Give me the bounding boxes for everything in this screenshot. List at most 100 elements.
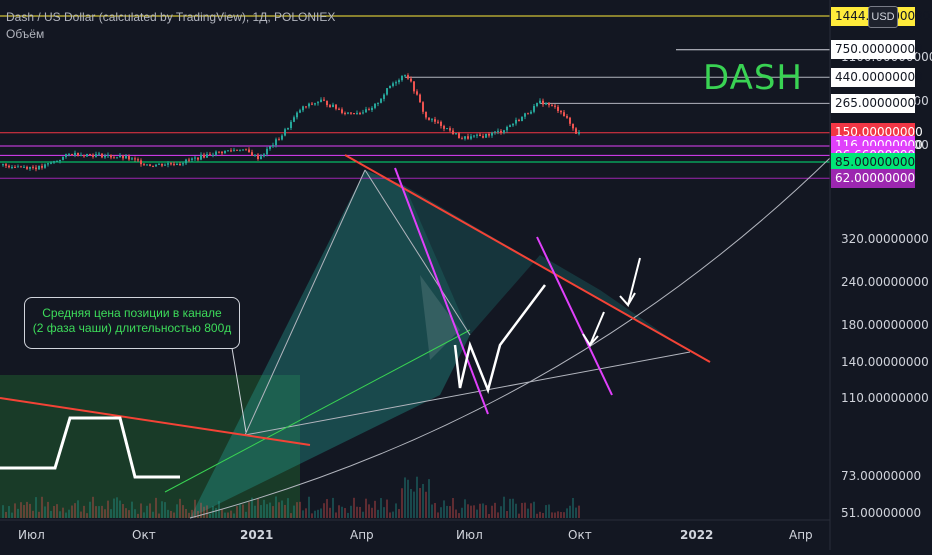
candle-body-86: [260, 156, 262, 160]
volume-bar-22: [68, 509, 70, 518]
volume-bar-109: [329, 507, 331, 518]
candle-body-160: [482, 136, 484, 138]
candle-body-75: [227, 150, 229, 152]
volume-bar-36: [110, 509, 112, 518]
volume-bar-34: [104, 509, 106, 518]
candle-body-145: [437, 121, 439, 123]
candle-body-18: [56, 160, 58, 162]
volume-bar-93: [281, 500, 283, 518]
volume-bar-32: [98, 506, 100, 518]
candle-body-128: [386, 88, 388, 95]
volume-bar-177: [533, 501, 535, 518]
candle-body-38: [116, 157, 118, 159]
volume-bar-120: [362, 511, 364, 518]
volume-bar-33: [101, 505, 103, 518]
volume-bar-90: [272, 506, 274, 518]
trendline-left: [0, 397, 311, 446]
candle-body-12: [38, 165, 40, 170]
candle-body-171: [515, 119, 517, 124]
candle-body-158: [476, 134, 478, 136]
candle-body-39: [119, 155, 121, 158]
candle-body-161: [485, 133, 487, 138]
x-tick-label: Апр: [789, 528, 813, 542]
candle-body-123: [371, 107, 373, 111]
volume-bar-88: [266, 504, 268, 518]
candle-body-56: [170, 163, 172, 165]
candle-body-91: [275, 139, 277, 146]
volume-bar-123: [371, 507, 373, 518]
volume-bar-57: [173, 512, 175, 518]
candle-body-178: [536, 102, 538, 107]
candle-body-183: [551, 105, 553, 107]
volume-bar-127: [383, 507, 385, 518]
volume-bar-59: [179, 498, 181, 518]
candle-body-52: [158, 163, 160, 165]
currency-badge[interactable]: USD: [868, 6, 898, 28]
volume-bar-9: [29, 503, 31, 518]
volume-bar-185: [557, 511, 559, 518]
candle-body-61: [185, 159, 187, 164]
y-tick-label: 240.00000000: [841, 275, 929, 289]
candle-body-96: [290, 121, 292, 129]
volume-bar-189: [569, 505, 571, 518]
candle-body-106: [320, 99, 322, 103]
candle-body-173: [521, 116, 523, 122]
volume-bar-26: [80, 511, 82, 518]
candle-body-25: [77, 152, 79, 157]
volume-bar-118: [356, 506, 358, 518]
candle-body-153: [461, 138, 463, 140]
channel-line-1: [394, 167, 489, 415]
volume-bar-190: [572, 497, 574, 518]
candle-body-76: [230, 150, 232, 152]
volume-bar-6: [20, 502, 22, 518]
volume-bar-121: [365, 498, 367, 518]
x-tick-label: Июл: [18, 528, 45, 542]
candle-body-127: [383, 94, 385, 99]
channel-line-2: [536, 236, 613, 396]
volume-bar-187: [563, 512, 565, 518]
arrow-2: [582, 311, 605, 348]
candle-body-152: [458, 133, 460, 139]
volume-bar-14: [44, 506, 46, 518]
volume-bar-84: [254, 505, 256, 518]
volume-bar-178: [536, 513, 538, 518]
price-tag: 440.00000000: [831, 67, 923, 87]
candle-body-172: [518, 119, 520, 122]
volume-bar-69: [209, 513, 211, 518]
volume-bar-143: [431, 504, 433, 518]
volume-bar-94: [284, 504, 286, 518]
volume-bar-97: [293, 505, 295, 518]
candle-body-34: [104, 155, 106, 158]
candle-body-166: [500, 130, 502, 133]
candle-body-167: [503, 130, 505, 133]
callout-box[interactable]: Средняя цена позиции в канале (2 фаза ча…: [24, 297, 240, 349]
candle-body-1: [5, 164, 7, 166]
volume-bar-134: [404, 477, 406, 518]
volume-bar-172: [518, 513, 520, 518]
candle-body-42: [128, 155, 130, 160]
price-tag: 85.00000000: [831, 152, 915, 172]
volume-bar-58: [176, 504, 178, 518]
candle-body-31: [95, 154, 97, 157]
candle-body-179: [539, 100, 541, 103]
candle-body-107: [323, 99, 325, 101]
volume-bar-141: [425, 491, 427, 518]
candle-body-180: [542, 100, 544, 105]
volume-bar-158: [476, 509, 478, 518]
volume-bar-124: [374, 500, 376, 518]
candle-body-57: [173, 163, 175, 165]
candle-body-24: [74, 152, 76, 156]
candle-body-130: [392, 83, 394, 86]
volume-bar-147: [443, 500, 445, 518]
volume-bar-51: [155, 497, 157, 518]
candle-body-168: [506, 126, 508, 131]
candle-body-32: [98, 153, 100, 155]
fan-line-2: [164, 329, 471, 493]
volume-bar-43: [131, 501, 133, 518]
trendline-main: [344, 154, 711, 363]
candle-body-83: [251, 152, 253, 156]
volume-bar-7: [23, 505, 25, 518]
volume-bar-162: [488, 513, 490, 518]
